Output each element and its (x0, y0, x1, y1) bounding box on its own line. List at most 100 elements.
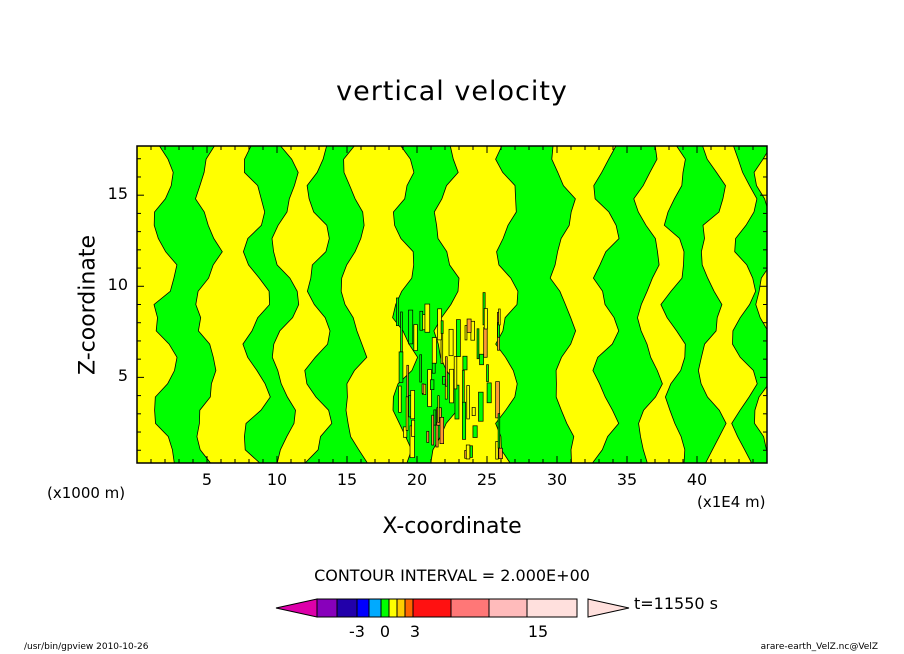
turbulent-cell (400, 311, 403, 353)
contour-field (137, 146, 767, 463)
turbulent-cell (398, 351, 404, 383)
turbulent-cell (483, 327, 488, 358)
x-tick-label: 15 (336, 470, 358, 489)
x-tick-label: 40 (686, 470, 708, 489)
colorbar-segment (336, 598, 358, 618)
x-axis-label: X-coordinate (382, 514, 522, 539)
turbulent-cell (396, 297, 400, 327)
turbulent-cell (403, 426, 408, 438)
chart-title: vertical velocity (336, 76, 568, 107)
x-tick-label: 5 (201, 470, 213, 489)
axis-ticks (137, 146, 767, 463)
turbulent-cell (495, 381, 500, 419)
turbulent-cell (431, 337, 437, 364)
negative-velocity-band (242, 146, 300, 463)
colorbar-tick-label: -3 (349, 622, 365, 641)
colorbar-segment (356, 598, 370, 618)
colorbar-segment (404, 598, 414, 618)
turbulent-cell (431, 414, 435, 446)
turbulent-cell (437, 395, 440, 423)
turbulent-cell (466, 385, 470, 420)
turbulent-cell (445, 356, 448, 387)
negative-velocity-band (660, 146, 727, 463)
contour-interval-label: CONTOUR INTERVAL = 2.000E+00 (314, 566, 590, 585)
colorbar-max-arrow (587, 598, 630, 618)
turbulent-cell (456, 319, 461, 357)
colorbar-segment (526, 598, 578, 618)
turbulent-cell (435, 422, 439, 448)
turbulent-cell (440, 320, 444, 334)
turbulent-cell (483, 308, 488, 330)
colorbar-tick-label: 15 (527, 622, 549, 641)
turbulent-cell (405, 396, 409, 431)
turbulent-cell (406, 364, 409, 398)
colorbar-tick-label: 3 (409, 622, 421, 641)
turbulent-cell (410, 390, 415, 420)
turbulent-cell (462, 369, 465, 406)
turbulent-cell (430, 379, 435, 390)
turbulent-cell (448, 328, 454, 357)
turbulent-cell (466, 318, 472, 333)
turbulent-cell (498, 447, 503, 460)
y-tick-label: 10 (107, 275, 128, 295)
negative-velocity-band (304, 146, 368, 463)
turbulent-cell (449, 368, 454, 404)
x-tick-label: 20 (406, 470, 428, 489)
turbulent-cell (462, 355, 468, 371)
turbulent-cell (413, 324, 418, 351)
turbulent-cell (439, 417, 445, 444)
colorbar-min-arrow (275, 598, 318, 618)
x-tick-label: 25 (476, 470, 498, 489)
turbulent-cell (408, 309, 414, 345)
turbulent-cell (472, 425, 478, 438)
colorbar (275, 598, 630, 618)
negative-velocity-band (592, 146, 663, 463)
negative-velocity-band (153, 146, 223, 463)
time-label: t=11550 s (634, 594, 718, 613)
footer-program: /usr/bin/gpview 2010-10-26 (24, 642, 149, 652)
turbulent-cell (498, 308, 501, 326)
turbulent-cell (421, 383, 425, 394)
turbulent-cell (486, 382, 492, 404)
y-tick-label: 5 (117, 366, 128, 386)
colorbar-segment (412, 598, 452, 618)
x-tick-label: 30 (546, 470, 568, 489)
turbulent-cell (471, 407, 476, 416)
turbulent-cell (465, 444, 471, 460)
colorbar-segment (380, 598, 390, 618)
turbulent-cell (453, 356, 458, 390)
y-axis-label: Z-coordinate (75, 235, 101, 375)
turbulent-cell (454, 384, 460, 420)
colorbar-segment (316, 598, 338, 618)
colorbar-segment (368, 598, 382, 618)
turbulent-cell (476, 328, 480, 360)
colorbar-segment (388, 598, 398, 618)
colorbar-tick-label: 0 (379, 622, 391, 641)
turbulent-cell (478, 391, 484, 422)
negative-velocity-band (731, 146, 767, 463)
turbulent-cell (462, 401, 467, 440)
x-unit-label-left: (x1000 m) (47, 484, 126, 502)
turbulent-cell (497, 413, 501, 449)
turbulent-cell (398, 385, 402, 413)
x-tick-label: 10 (266, 470, 288, 489)
turbulent-cell (464, 325, 468, 341)
turbulent-cell (486, 364, 489, 382)
turbulent-cell (495, 441, 499, 460)
turbulent-cell (426, 430, 430, 443)
colorbar-segment (488, 598, 528, 618)
turbulent-cell (419, 354, 422, 383)
colorbar-segment (450, 598, 490, 618)
turbulent-cell (469, 445, 473, 458)
turbulent-cell (479, 353, 484, 366)
colorbar-segment (396, 598, 406, 618)
x-tick-label: 35 (616, 470, 638, 489)
y-tick-label: 15 (107, 184, 128, 204)
footer-source: arare-earth_VelZ.nc@VelZ (760, 642, 878, 652)
x-unit-label-right: (x1E4 m) (697, 493, 766, 511)
turbulent-cell (424, 303, 431, 333)
turbulent-cell (411, 419, 416, 437)
turbulent-cell (419, 310, 424, 331)
negative-velocity-band (495, 146, 577, 463)
